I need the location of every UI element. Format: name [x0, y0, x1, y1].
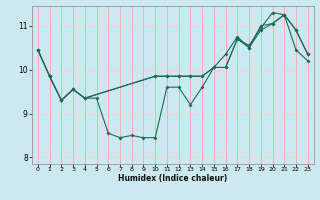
X-axis label: Humidex (Indice chaleur): Humidex (Indice chaleur) — [118, 174, 228, 183]
